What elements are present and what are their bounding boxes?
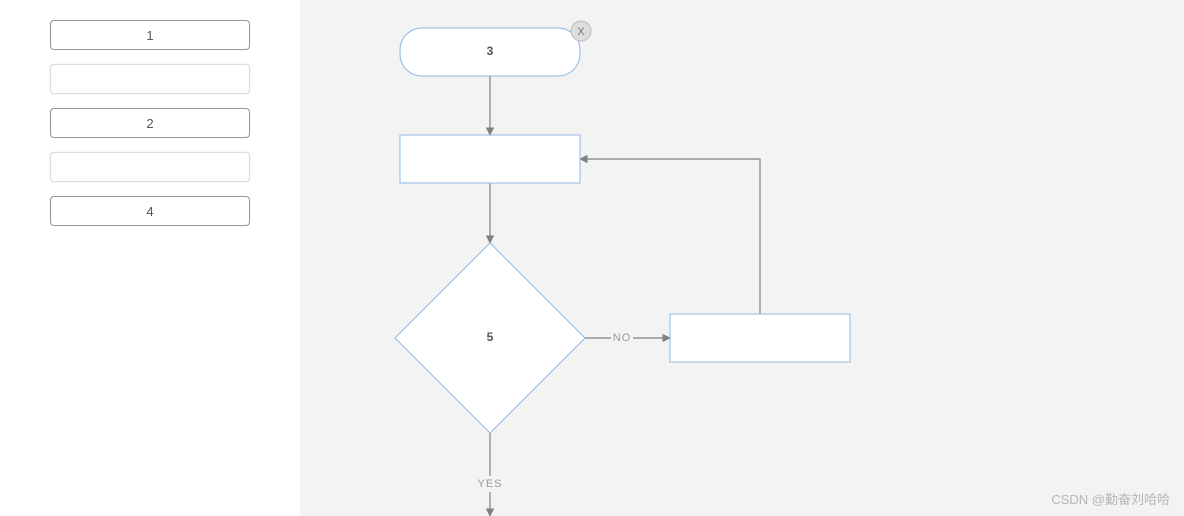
palette-label: 1 (146, 28, 153, 43)
node-label: 3 (487, 44, 494, 58)
palette-item-1[interactable]: 1 (50, 20, 250, 50)
flowchart-svg: 35NOYESX (300, 0, 1184, 516)
node-proc1[interactable] (400, 135, 580, 183)
palette-label: 4 (146, 204, 153, 219)
palette-item-blank-1[interactable] (50, 64, 250, 94)
palette-item-blank-2[interactable] (50, 152, 250, 182)
edge-label: NO (613, 332, 632, 344)
flowchart-canvas[interactable]: 35NOYESX CSDN @勤奋刘哈哈 (300, 0, 1184, 516)
node-label: 5 (487, 330, 494, 344)
edge-label: YES (477, 478, 502, 490)
palette-label: 2 (146, 116, 153, 131)
nodes: 35 (395, 28, 850, 433)
close-icon: X (577, 26, 585, 38)
shape-palette: 1 2 4 (0, 0, 300, 516)
edge (580, 159, 760, 314)
palette-item-4[interactable]: 4 (50, 196, 250, 226)
node-proc2[interactable] (670, 314, 850, 362)
palette-item-2[interactable]: 2 (50, 108, 250, 138)
